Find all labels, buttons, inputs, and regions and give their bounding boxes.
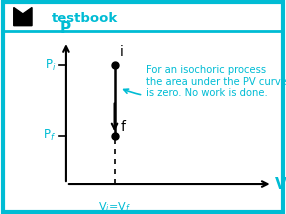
- Text: For an isochoric process
the area under the PV curve
is zero. No work is done.: For an isochoric process the area under …: [124, 65, 286, 98]
- Text: testbook: testbook: [51, 12, 118, 25]
- Polygon shape: [14, 7, 32, 26]
- Text: P: P: [59, 21, 70, 36]
- Text: f: f: [121, 120, 126, 134]
- Text: P$_f$: P$_f$: [43, 128, 56, 143]
- Text: P$_i$: P$_i$: [45, 58, 56, 73]
- Text: i: i: [120, 45, 123, 59]
- Text: V$_i$=V$_f$: V$_i$=V$_f$: [98, 200, 131, 214]
- Text: V: V: [275, 177, 286, 192]
